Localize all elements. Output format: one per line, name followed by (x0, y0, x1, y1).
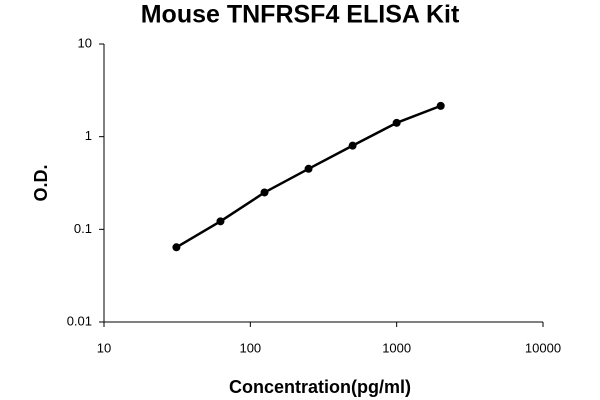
x-tick-label: 10000 (525, 340, 561, 355)
chart-title: Mouse TNFRSF4 ELISA Kit (141, 1, 460, 29)
y-axis-label: O.D. (31, 164, 51, 201)
fit-line (175, 104, 442, 249)
y-tick-label: 1 (85, 128, 92, 143)
point (260, 188, 269, 197)
point (436, 101, 445, 110)
y-tick-label: 10 (78, 35, 92, 50)
point (348, 141, 357, 150)
point (216, 217, 225, 226)
x-tick-label: 100 (239, 340, 261, 355)
point (392, 118, 401, 127)
y-tick-label: 0.01 (67, 313, 92, 328)
point (304, 164, 313, 173)
x-axis-label: Concentration(pg/ml) (229, 377, 411, 397)
point (172, 243, 181, 252)
y-tick-label: 0.1 (74, 221, 92, 236)
x-tick-label: 10 (97, 340, 111, 355)
x-tick-label: 1000 (382, 340, 411, 355)
